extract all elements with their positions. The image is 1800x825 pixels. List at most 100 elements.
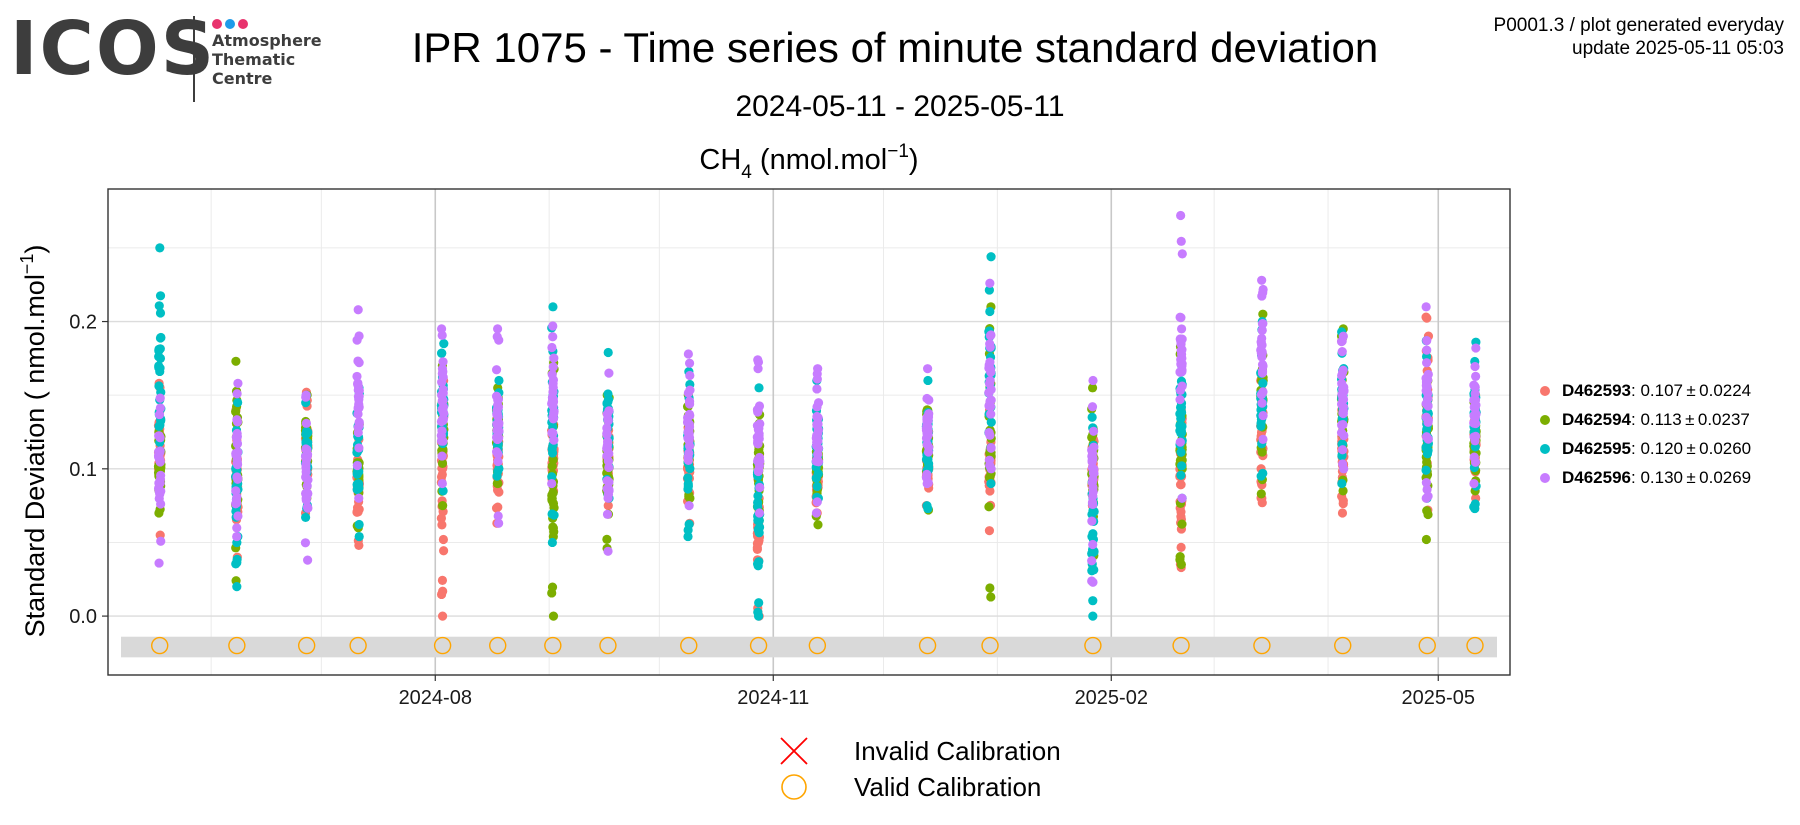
data-point [492,332,502,342]
data-point [439,546,449,556]
data-point [547,472,557,482]
data-point [231,356,241,366]
x-tick-label: 2024-08 [399,687,472,709]
data-point [812,497,822,507]
data-point [683,473,693,483]
data-point [923,426,933,436]
data-point [684,428,694,438]
data-point [438,501,448,511]
data-point [438,486,448,496]
legend-item-valid-calibration: Valid Calibration [776,769,1061,805]
data-point [232,531,242,542]
plot-panel [108,189,1510,675]
y-tick-label: 0.2 [69,312,97,334]
data-point [1087,516,1097,526]
chart-title: CH4 (nmol.mol−1) [699,141,918,183]
data-point [602,509,613,519]
data-point [1177,519,1187,529]
data-point [1470,395,1481,405]
calibration-marker [349,636,367,655]
data-point [354,421,364,431]
data-point [155,344,165,354]
data-point [1423,415,1433,425]
data-point [438,372,448,382]
data-point [684,519,694,529]
data-point [1421,465,1431,475]
data-point [437,330,447,340]
data-point [352,460,362,471]
data-point [683,452,693,462]
data-point [1258,468,1268,478]
data-point [683,481,693,491]
series-legend: D462593 : 0.107 ± 0.0224 D462594 : 0.113… [1540,376,1751,492]
data-point [231,494,242,504]
data-point [1258,318,1268,329]
data-point [301,392,311,402]
data-point [303,427,313,437]
data-point [984,427,994,438]
data-point [303,488,313,499]
data-point [985,342,995,352]
data-point [548,522,558,532]
data-point [494,518,504,528]
data-point [755,482,765,493]
data-point [437,348,447,358]
data-point [754,516,764,526]
data-point [302,474,312,484]
data-point [684,441,695,451]
data-point [1258,309,1268,319]
data-point [1257,275,1267,285]
data-point [1258,378,1268,388]
calibration-marker [433,636,452,655]
data-point [231,448,241,459]
data-point [491,365,502,375]
y-axis-label: Standard Deviation ( nmol.mol−1) [17,245,50,638]
data-point [1175,420,1185,430]
data-point [986,252,996,262]
legend-series-stats: : 0.130 ± 0.0269 [1631,467,1752,487]
data-point [984,401,994,411]
calibration-marker [1172,636,1190,655]
meta-line: update 2025-05-11 05:03 [1572,38,1784,59]
data-point [354,443,364,453]
data-point [1087,383,1098,393]
data-point [604,368,614,378]
data-point [491,391,502,401]
data-point [812,369,822,379]
data-point [154,409,165,420]
plot-meta: P0001.3 / plot generated everyday update… [1494,14,1784,60]
data-point [547,509,557,519]
data-point [683,531,693,542]
chart-title-unit: (nmol.mol [752,144,887,176]
data-point [1470,381,1480,391]
data-point [1176,428,1186,438]
data-point [986,409,996,419]
data-point [154,363,164,373]
data-point [985,583,995,593]
data-point [1469,502,1479,512]
y-axis-label-main: Standard Deviation ( nmol.mol [20,274,50,637]
data-point [354,493,364,503]
data-point [155,243,165,253]
data-point [1176,480,1186,490]
data-point [1087,576,1097,586]
data-point [1087,548,1097,559]
data-point [494,375,504,386]
data-point [494,418,504,428]
data-point [301,418,311,428]
chart-title-end: ) [909,144,919,176]
data-point [1087,412,1097,422]
data-point [1338,384,1348,394]
data-point [437,575,448,585]
data-point [156,536,166,546]
data-point [547,444,557,454]
data-point [156,470,166,480]
data-point [753,438,763,448]
data-point [812,384,822,394]
data-point [923,364,933,374]
legend-series-id: D462594 [1562,409,1632,429]
data-point [984,502,994,512]
calibration-marker [1084,636,1102,655]
data-point [1175,437,1185,447]
data-point [685,370,695,381]
